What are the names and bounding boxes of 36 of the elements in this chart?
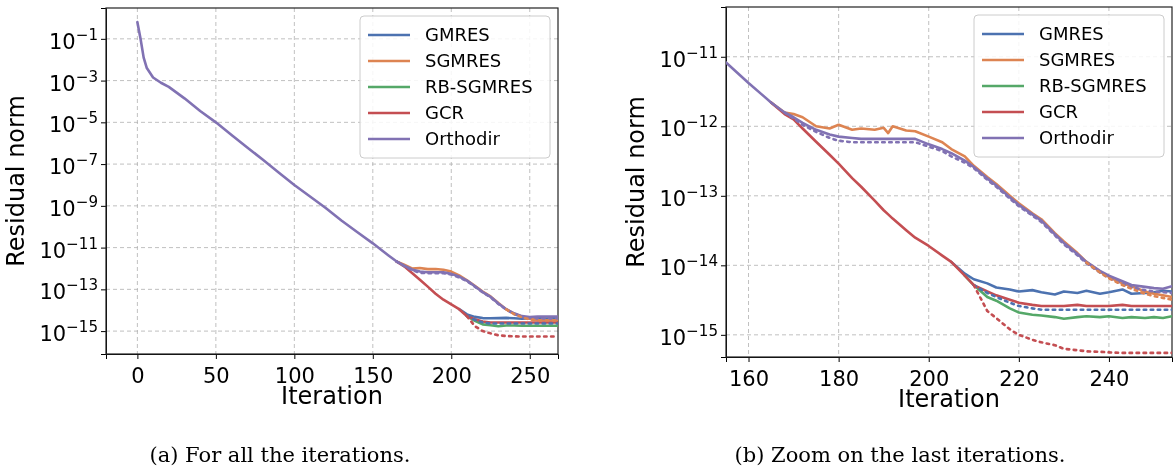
y-tick-label: 10$^{−13}$ <box>659 182 718 211</box>
y-tick-label: 10$^{−14}$ <box>659 252 718 281</box>
x-tick-label: 240 <box>1089 367 1130 391</box>
text: (a) For all the iterations. <box>149 443 411 467</box>
x-tick-label: 50 <box>202 364 230 388</box>
legend-label: GCR <box>1039 101 1079 123</box>
legend-label: GMRES <box>1039 23 1104 45</box>
legend-label: Orthodir <box>1039 127 1115 149</box>
y-tick-label: 10$^{−15}$ <box>39 318 98 347</box>
y-tick-label: 10$^{−9}$ <box>48 192 98 221</box>
y-tick-label: 10$^{−13}$ <box>39 276 98 305</box>
text: (b) Zoom on the last iterations. <box>734 443 1066 467</box>
x-tick-label: 220 <box>999 367 1040 391</box>
legend-label: Orthodir <box>425 128 501 150</box>
x-tick-label: 180 <box>819 367 860 391</box>
y-tick-label: 10$^{−1}$ <box>48 25 98 54</box>
legend-label: SGMRES <box>425 50 502 72</box>
y-tick-label: 10$^{−3}$ <box>48 67 98 96</box>
legend-label: RB-SGMRES <box>425 76 533 98</box>
x-tick-label: 0 <box>131 364 145 388</box>
y-tick-label: 10$^{−11}$ <box>39 234 98 263</box>
y-tick-label: 10$^{−11}$ <box>659 43 718 72</box>
line-series <box>972 283 1172 311</box>
legend-label: SGMRES <box>1039 49 1116 71</box>
legend-label: GMRES <box>425 24 490 46</box>
y-tick-label: 10$^{−7}$ <box>48 151 98 180</box>
x-tick-label: 160 <box>728 367 770 391</box>
y-tick-label: 10$^{−12}$ <box>659 113 718 142</box>
y-axis-title: Residual norm <box>2 95 30 267</box>
legend-label: RB-SGMRES <box>1039 75 1147 97</box>
x-tick-label: 200 <box>431 364 472 388</box>
y-tick-label: 10$^{−5}$ <box>48 109 98 138</box>
x-tick-label: 250 <box>510 364 551 388</box>
y-tick-label: 10$^{−15}$ <box>659 321 718 350</box>
legend-label: GCR <box>425 102 465 124</box>
y-axis-title: Residual norm <box>622 96 650 268</box>
